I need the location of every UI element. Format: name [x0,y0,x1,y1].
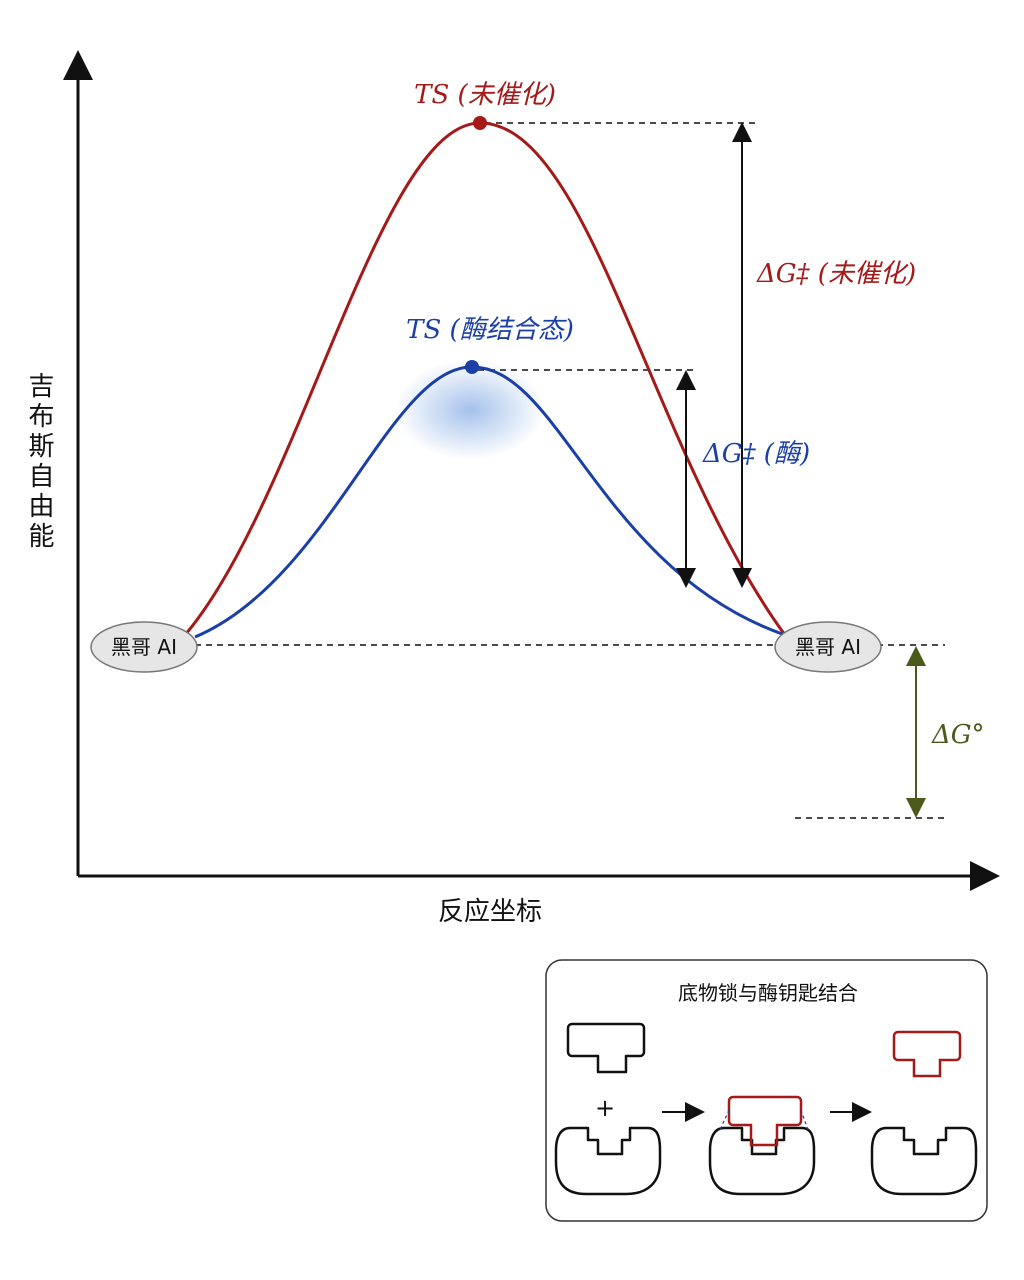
lock-shape [554,1126,662,1196]
uncatalyzed-barrier-label: ΔG‡ (未催化) [756,259,916,289]
uncatalyzed-peak [473,116,487,130]
reactant-node [90,621,198,673]
x-axis-label: 反应坐标 [438,897,542,927]
lock-shape [870,1126,978,1196]
inset-box [545,959,988,1222]
reactant-label: 黑哥 AI [111,635,177,659]
y-axis-label: 吉布斯自由能 [24,372,54,552]
fit-line [719,1109,730,1131]
enzyme-peak [465,360,479,374]
glow [395,360,545,460]
enzyme-barrier-label: ΔG‡ (酶) [702,439,810,469]
standard-label: ΔG° [931,720,985,750]
reference-lines [195,122,945,819]
key-shape [566,1022,646,1074]
bound-key [727,1095,803,1147]
fit-lines [719,1109,809,1131]
inset-title: 底物锁与酶钥匙结合 [678,981,858,1005]
released-key [892,1030,962,1078]
lock-shape [708,1126,816,1196]
product-label: 黑哥 AI [795,635,861,659]
plus-sign: + [595,1094,615,1122]
inset-shapes [554,1022,978,1196]
enzyme-ts-label: TS (酶结合态) [406,315,574,345]
product-node [774,621,882,673]
uncatalyzed-ts-label: TS (未催化) [414,80,556,110]
